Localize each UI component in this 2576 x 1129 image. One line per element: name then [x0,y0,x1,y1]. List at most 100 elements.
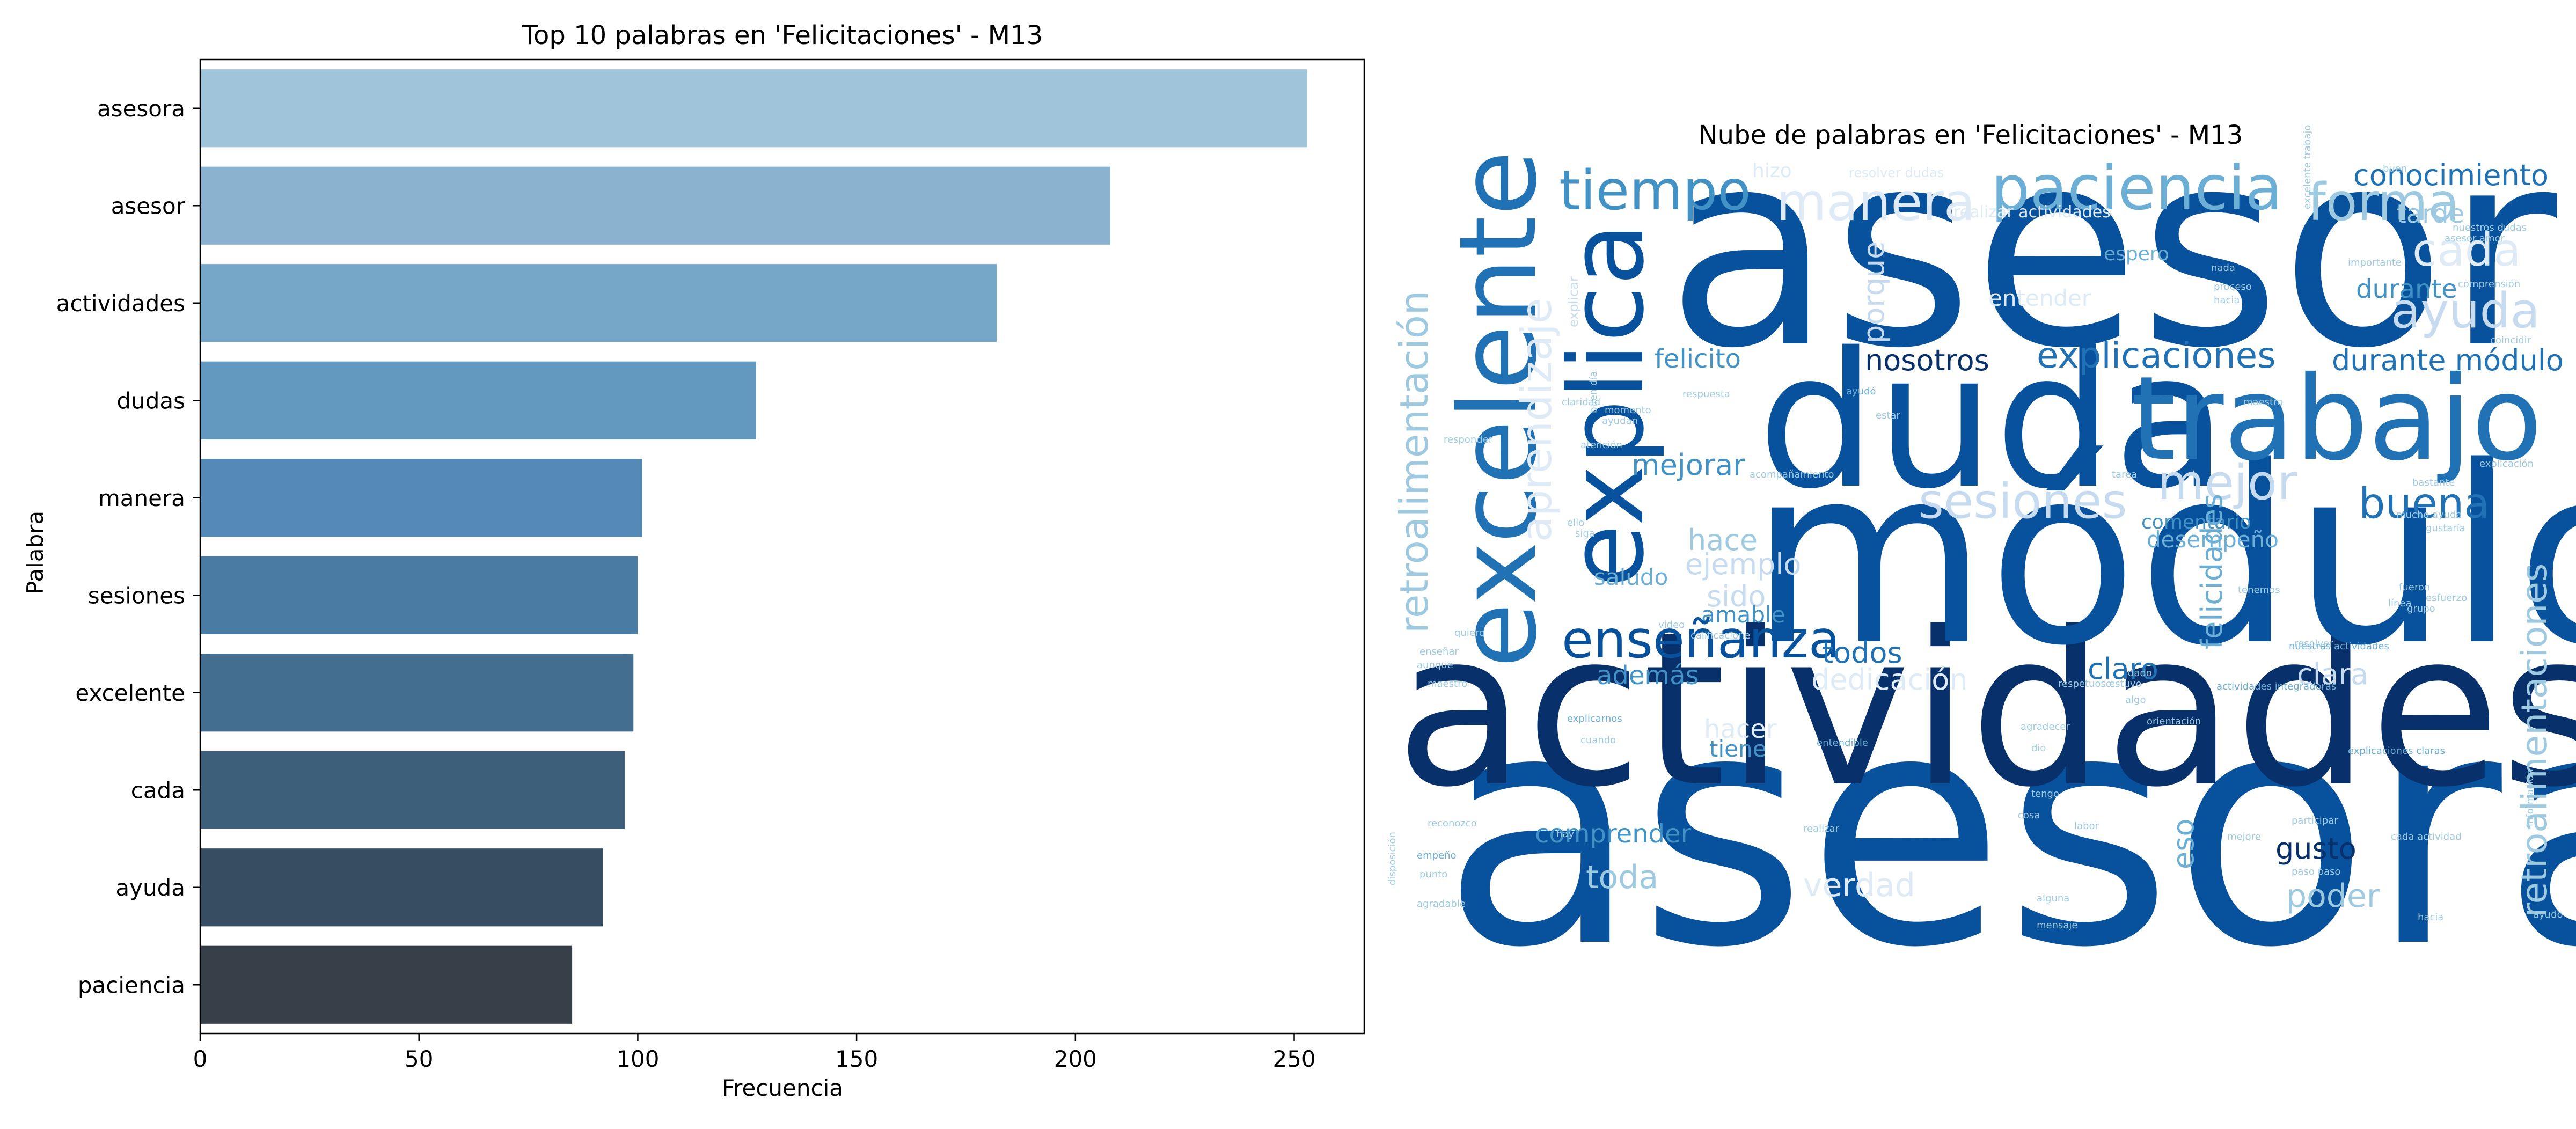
word-nuestras-actividades: nuestras actividades [2289,641,2389,652]
word-cuando: cuando [1580,735,1616,746]
x-tick-label: 0 [193,1046,208,1072]
word-ayudo: ayudo [2533,909,2563,920]
word-participar: participar [2292,815,2338,826]
word-dedicación: dedicación [1811,663,1968,697]
word-forma: forma [2308,172,2460,232]
word-calificacione: calificacione [1690,630,1751,641]
word-desempeño: desempeño [2147,526,2279,553]
bar-excelente [200,654,634,732]
word-ayudó: ayudó [1846,386,1876,397]
word-espero: espero [2104,243,2169,265]
plot-frame [199,58,1365,1035]
word-importante: importante [2348,257,2402,268]
word-hay: hay [1556,829,1574,840]
word-tiempo: tiempo [1559,159,1751,223]
word-dio: dio [2031,743,2046,754]
word-momento: momento [1605,405,1651,416]
word-claridad: claridad [1562,397,1600,408]
word-mucho-ayuda: mucho ayuda [2396,509,2462,520]
y-tick-label: excelente [75,680,185,706]
bar-sesiones [200,556,638,634]
y-tick-label: paciencia [78,972,185,998]
word-aunque: aunque [1417,659,1453,671]
word-cloud: Nube de palabras en 'Felicitaciones' - M… [1387,92,2576,1018]
word-estar: estar [1876,410,1901,421]
word-durante-módulo: durante módulo [2332,343,2564,377]
word-sido: sido [1707,580,1766,613]
word-eso: eso [2167,819,2200,869]
word-sesiones: sesiones [1919,473,2127,530]
word-gusto: gusto [2275,832,2357,866]
word-información: información [2524,769,2536,826]
word-mejore: mejore [2227,831,2261,842]
bar-dudas [200,361,756,439]
word-grupo: grupo [2407,603,2435,614]
word-buena: buena [2359,480,2490,528]
word-explica: explica [1547,223,1667,588]
word-enseñanza: enseñanza [1562,610,1840,670]
bar-chart-panel: Top 10 palabras en 'Felicitaciones' - M1… [22,20,1365,1101]
word-conocimiento: conocimiento [2353,158,2549,192]
word-explicación: explicación [2479,458,2534,470]
word-cloud-title: Nube de palabras en 'Felicitaciones' - M… [1699,120,2243,150]
word-trabajo: trabajo [2131,351,2543,486]
word-maestra: maestra [2243,397,2284,408]
word-línea: línea [2388,598,2412,609]
word-asesora: asesora [1441,643,2576,1018]
y-tick-label: sesiones [88,582,185,609]
y-tick-label: dudas [116,387,185,414]
word-explicar: explicar [1566,276,1581,327]
word-entender: entender [1988,285,2091,311]
x-tick-label: 50 [405,1046,433,1072]
word-todos: todos [1822,636,1902,670]
bar-ayuda [200,848,603,927]
y-tick-label: cada [131,777,185,803]
word-aprendizaje: aprendizaje [1513,298,1561,542]
bar-cada [200,751,625,829]
word-resolver: resolver [2294,638,2333,649]
x-tick-label: 250 [1272,1046,1315,1072]
word-disposición: disposición [1387,832,1398,885]
y-tick-label: ayuda [115,875,185,901]
word-algo: algo [2125,694,2146,706]
word-asesor-amor: asesor amor [2445,233,2505,244]
word-entendible: entendible [1817,737,1868,749]
word-duda: duda [1758,313,2228,530]
word-nuestros-dudas: nuestros dudas [2453,222,2527,233]
word-hacer: hacer [1704,714,1777,744]
word-buen: buen [2383,163,2407,174]
word-hacia: hacia [2418,912,2443,923]
bar-actividades [200,264,997,342]
word-explicarnos: explicarnos [1567,713,1622,724]
word-dado: dado [2128,668,2152,679]
word-cada: cada [2412,224,2521,276]
x-tick-label: 150 [835,1046,878,1072]
word-explicaciones: explicaciones [2037,335,2276,376]
word-realizar-actividades: realizar actividades [1953,203,2111,222]
word-responder: responder [1444,434,1493,445]
word-tarde: tarde [2396,199,2464,229]
word-amable: amable [1701,602,1785,628]
word-actividades-integradoras: actividades integradoras [2216,681,2336,692]
word-respuesta: respuesta [1682,388,1730,400]
x-axis-label: Frecuencia [722,1075,843,1101]
word-bastante: bastante [2412,477,2455,488]
word-porque: porque [1857,241,1891,343]
bar-manera [200,459,642,537]
word-además: además [1597,661,1699,691]
y-axis-label: Palabra [22,511,48,595]
word-retroalimentación: retroalimentación [1392,291,1437,633]
word-quiero: quiero [1454,627,1485,639]
word-nosotros: nosotros [1865,343,1989,377]
word-paso-paso: paso paso [2292,866,2340,877]
y-tick-label: actividades [56,290,185,317]
y-tick-label: asesor [111,193,186,219]
word-ayuda: ayuda [2391,283,2540,339]
word-respetuoso: respetuoso [2058,678,2112,690]
word-hacia: hacia [2214,295,2240,306]
word-hizo: hizo [1752,160,1792,182]
word-durante: durante [2356,274,2457,304]
x-tick-label: 200 [1054,1046,1097,1072]
word-empeño: empeño [1417,850,1457,861]
word-cloud-panel: Nube de palabras en 'Felicitaciones' - M… [1374,0,2576,1127]
